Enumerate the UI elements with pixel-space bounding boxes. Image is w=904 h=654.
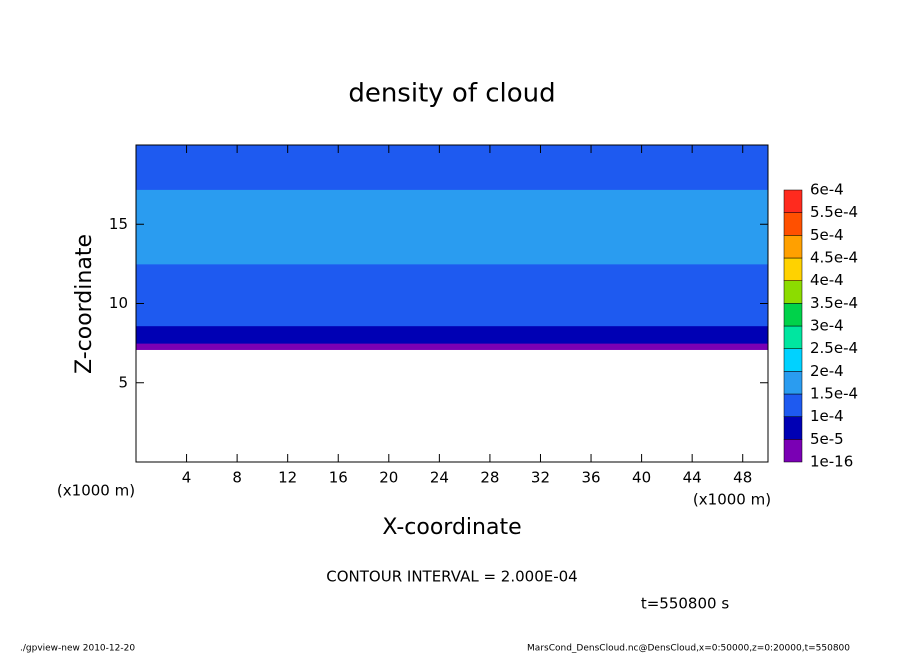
y-tick-label: 10 <box>109 294 128 312</box>
colorbar-box <box>783 416 803 440</box>
colorbar-label: 2.5e-4 <box>810 339 858 357</box>
colorbar-box <box>783 303 803 327</box>
x-tick-label: 8 <box>232 469 242 487</box>
footer: ./gpview-new 2010-12-20 <box>20 644 135 654</box>
colorbar-label: 4e-4 <box>810 271 844 289</box>
colorbar-box <box>783 212 803 236</box>
colorbar-box <box>783 439 803 463</box>
colorbar-box <box>783 235 803 259</box>
contour-band <box>136 295 768 316</box>
contour-band <box>136 325 768 336</box>
colorbar-box <box>783 393 803 417</box>
x-tick-label: 36 <box>581 469 600 487</box>
x-tick-label: 40 <box>632 469 651 487</box>
x-tick-label: 20 <box>379 469 398 487</box>
annotation: CONTOUR INTERVAL = 2.000E-04 <box>326 568 577 586</box>
x-tick-label: 32 <box>531 469 550 487</box>
colorbar-label: 1.5e-4 <box>810 385 858 403</box>
colorbar-label: 1e-4 <box>810 407 844 425</box>
colorbar-box <box>783 325 803 349</box>
x-tick-label: 28 <box>480 469 499 487</box>
colorbar-label: 3.5e-4 <box>810 294 858 312</box>
chart-title: density of cloud <box>348 79 555 109</box>
y-axis-label: Z-coordinate <box>72 234 97 374</box>
y-tick-label: 15 <box>109 215 128 233</box>
x-tick-label: 16 <box>329 469 348 487</box>
contour-band <box>136 343 768 350</box>
time-label: t=550800 s <box>641 595 729 613</box>
contour-band <box>136 314 768 327</box>
colorbar-box <box>783 189 803 213</box>
colorbar-label: 2e-4 <box>810 362 844 380</box>
footer: MarsCond_DensCloud.nc@DensCloud,x=0:5000… <box>527 644 850 654</box>
x-axis-label: X-coordinate <box>382 515 521 540</box>
colorbar-label: 5.5e-4 <box>810 203 858 221</box>
contour-band <box>136 145 768 190</box>
colorbar-label: 1e-16 <box>810 453 853 471</box>
colorbar-box <box>783 371 803 395</box>
x-unit-label: (x1000 m) <box>693 491 771 509</box>
colorbar-box <box>783 280 803 304</box>
colorbar-box <box>783 257 803 281</box>
x-tick-label: 24 <box>430 469 449 487</box>
colorbar-label: 5e-5 <box>810 430 844 448</box>
y-tick-label: 5 <box>118 373 128 391</box>
colorbar-label: 5e-4 <box>810 226 844 244</box>
contour-band <box>136 263 768 297</box>
x-unit-label: (x1000 m) <box>57 482 135 500</box>
colorbar-label: 4.5e-4 <box>810 249 858 267</box>
contour-band <box>136 189 768 265</box>
contour-band <box>136 335 768 344</box>
x-tick-label: 12 <box>278 469 297 487</box>
x-tick-label: 44 <box>683 469 702 487</box>
x-tick-label: 4 <box>182 469 192 487</box>
colorbar-label: 6e-4 <box>810 181 844 199</box>
x-tick-label: 48 <box>733 469 752 487</box>
colorbar-box <box>783 348 803 372</box>
colorbar-label: 3e-4 <box>810 317 844 335</box>
